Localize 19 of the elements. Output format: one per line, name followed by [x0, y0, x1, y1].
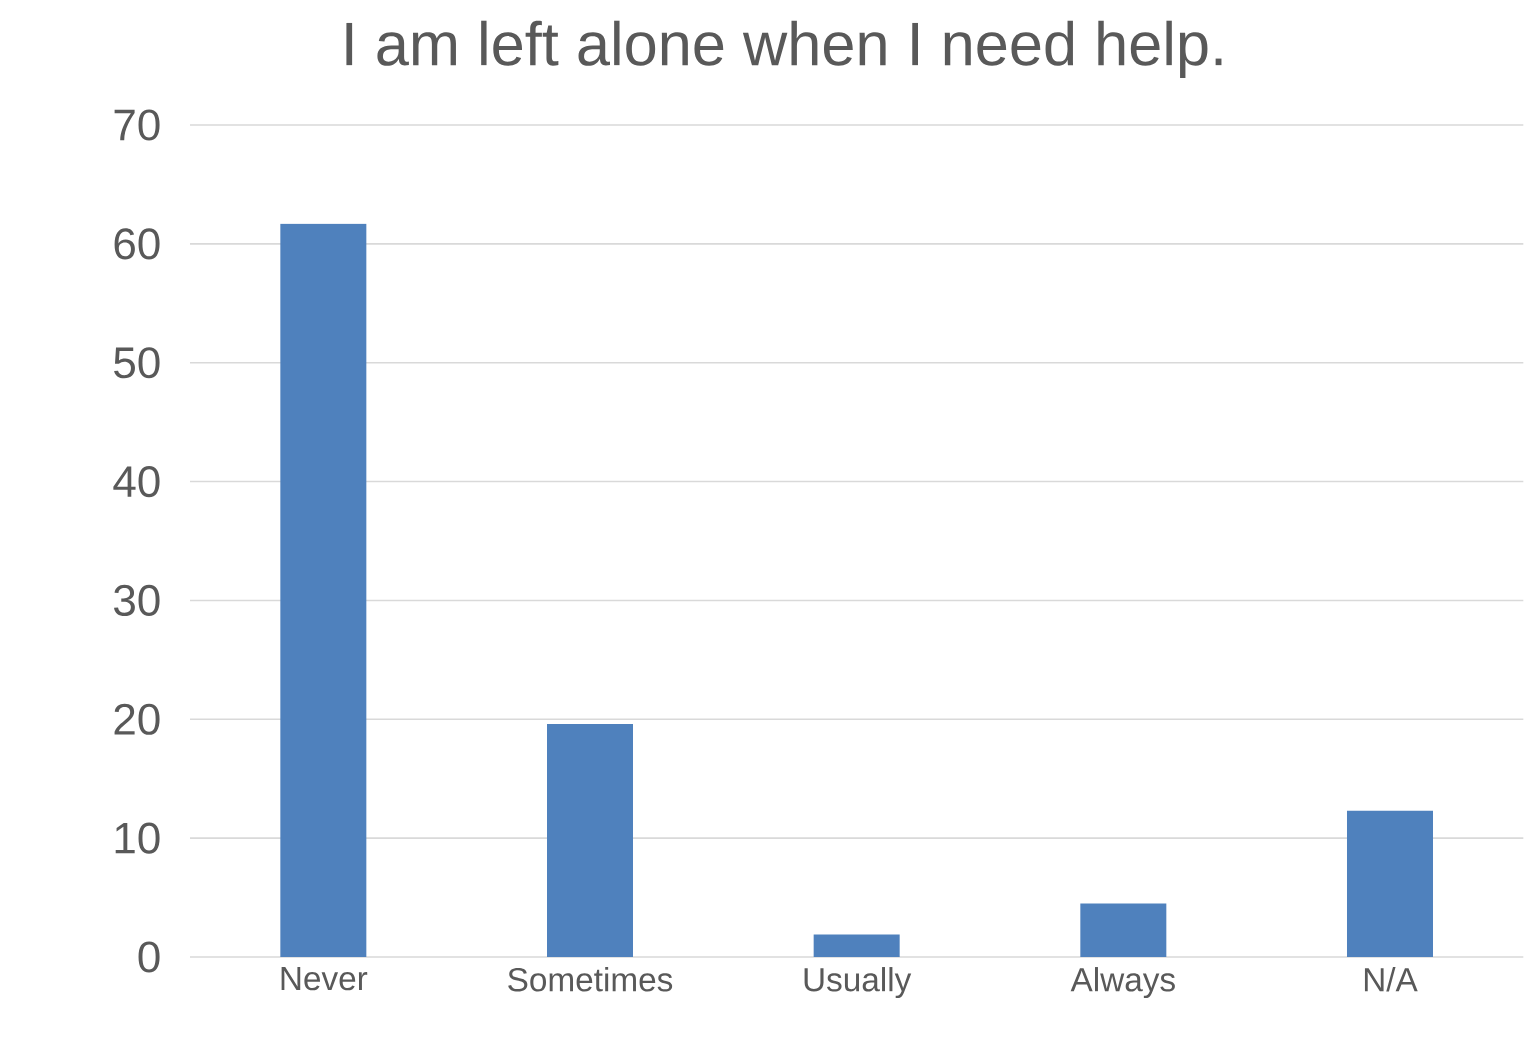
x-tick-label: Always [1070, 967, 1175, 999]
chart-title: I am left alone when I need help. [346, 20, 1222, 78]
y-tick-label: 50 [114, 347, 160, 379]
y-tick-label: 10 [115, 822, 160, 854]
y-tick-label: 70 [114, 109, 160, 141]
bar [1346, 810, 1433, 957]
bar [280, 223, 367, 957]
x-tick-label: Sometimes [508, 967, 673, 992]
y-tick-label: 30 [114, 584, 160, 617]
bar [1080, 903, 1167, 957]
y-tick-label: 40 [113, 466, 160, 498]
y-tick-label: 60 [114, 228, 160, 260]
bar [547, 724, 633, 957]
x-tick-label: N/A [1364, 967, 1418, 992]
x-tick-label: Usually [804, 967, 912, 999]
x-tick-label: Never [281, 967, 368, 991]
y-tick-label: 20 [114, 703, 160, 735]
y-tick-label: 0 [138, 941, 160, 973]
bar [813, 934, 900, 957]
